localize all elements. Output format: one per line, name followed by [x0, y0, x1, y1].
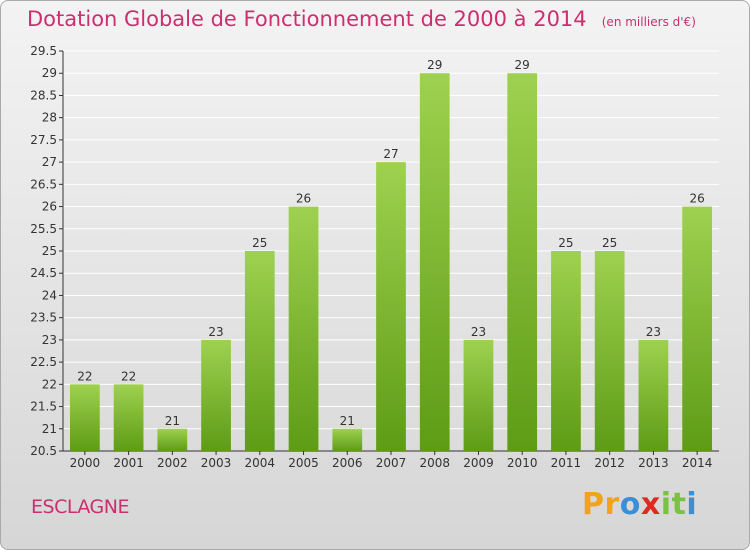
bar-2001	[113, 384, 144, 451]
x-tick-label-2003: 2003	[201, 456, 232, 470]
y-tick-label: 25.5	[30, 222, 57, 236]
x-tick-label-2001: 2001	[113, 456, 144, 470]
data-label-2013: 23	[646, 325, 661, 339]
bar-2012	[594, 251, 625, 451]
chart-title: Dotation Globale de Fonctionnement de 20…	[27, 7, 587, 31]
x-tick-label-2005: 2005	[288, 456, 319, 470]
x-tick-label-2008: 2008	[419, 456, 450, 470]
bar-2006	[332, 428, 363, 451]
x-tick-label-2014: 2014	[682, 456, 713, 470]
y-tick-label: 29.5	[30, 44, 57, 58]
x-tick-label-2004: 2004	[245, 456, 276, 470]
commune-label: ESCLAGNE	[31, 496, 129, 518]
bar-2011	[551, 251, 581, 451]
x-tick-label-2009: 2009	[463, 456, 494, 470]
data-label-2012: 25	[602, 236, 617, 250]
bar-2008	[419, 73, 450, 451]
y-tick-label: 29	[42, 66, 57, 80]
x-tick-label-2000: 2000	[70, 456, 101, 470]
y-tick-label: 23.5	[30, 311, 57, 325]
y-tick-label: 22.5	[30, 355, 57, 369]
y-tick-label: 20.5	[30, 444, 57, 458]
data-label-2010: 29	[515, 58, 530, 72]
y-tick-label: 21.5	[30, 400, 57, 414]
bar-2010	[507, 73, 538, 451]
x-tick-label-2002: 2002	[157, 456, 188, 470]
logo-letter: o	[619, 487, 641, 522]
logo-letter: r	[604, 487, 620, 522]
data-label-2004: 25	[252, 236, 267, 250]
bar-2014	[682, 206, 713, 451]
bar-2009	[463, 339, 494, 451]
bar-2004	[244, 251, 275, 451]
data-label-2008: 29	[427, 58, 442, 72]
y-tick-label: 28.5	[30, 88, 57, 102]
x-tick-label-2012: 2012	[594, 456, 625, 470]
y-tick-label: 21	[42, 422, 57, 436]
y-tick-label: 27.5	[30, 133, 57, 147]
y-tick-label: 25	[42, 244, 57, 258]
data-label-2007: 27	[383, 147, 398, 161]
bar-2002	[157, 428, 188, 451]
logo-letter: i	[686, 487, 698, 522]
y-tick-label: 23	[42, 333, 57, 347]
y-tick-label: 26.5	[30, 177, 57, 191]
data-label-2006: 21	[340, 414, 355, 428]
x-tick-label-2010: 2010	[507, 456, 538, 470]
logo-letter: x	[640, 487, 661, 522]
x-tick-label-2013: 2013	[638, 456, 669, 470]
data-label-2011: 25	[558, 236, 573, 250]
logo-letter: i	[660, 487, 672, 522]
bar-2013	[638, 339, 669, 451]
x-tick-label-2006: 2006	[332, 456, 363, 470]
data-label-2000: 22	[77, 369, 92, 383]
data-label-2003: 23	[208, 325, 223, 339]
x-tick-label-2011: 2011	[551, 456, 582, 470]
bars	[69, 73, 713, 451]
logo-letter: P	[582, 487, 605, 522]
logo-letter: t	[671, 487, 687, 522]
x-tick-label-2007: 2007	[376, 456, 407, 470]
data-label-2009: 23	[471, 325, 486, 339]
data-labels: 22 22 21 23 25 26 21 27 29 23 29 25 25 23 26	[77, 58, 705, 428]
y-tick-label: 26	[42, 200, 57, 214]
y-tick-label: 22	[42, 377, 57, 391]
bar-2003	[201, 339, 231, 451]
y-tick-label: 24.5	[30, 266, 57, 280]
title-row: Dotation Globale de Fonctionnement de 20…	[27, 7, 696, 31]
y-tick-label: 24	[42, 288, 57, 302]
y-tick-label: 27	[42, 155, 57, 169]
axes: 20.5 21 21.5 22 22.5 23 23.5 24 24.5 25 25.5 26 26.5…	[30, 44, 719, 470]
bar-2007	[376, 162, 406, 451]
data-label-2005: 26	[296, 192, 311, 206]
data-label-2014: 26	[689, 192, 704, 206]
chart-subtitle: (en milliers d'€)	[601, 15, 696, 29]
bar-2005	[288, 206, 319, 451]
bar-2000	[69, 384, 100, 451]
data-label-2002: 21	[165, 414, 180, 428]
proxiti-logo: Proxiti	[582, 487, 697, 522]
data-label-2001: 22	[121, 369, 136, 383]
y-tick-label: 28	[42, 111, 57, 125]
